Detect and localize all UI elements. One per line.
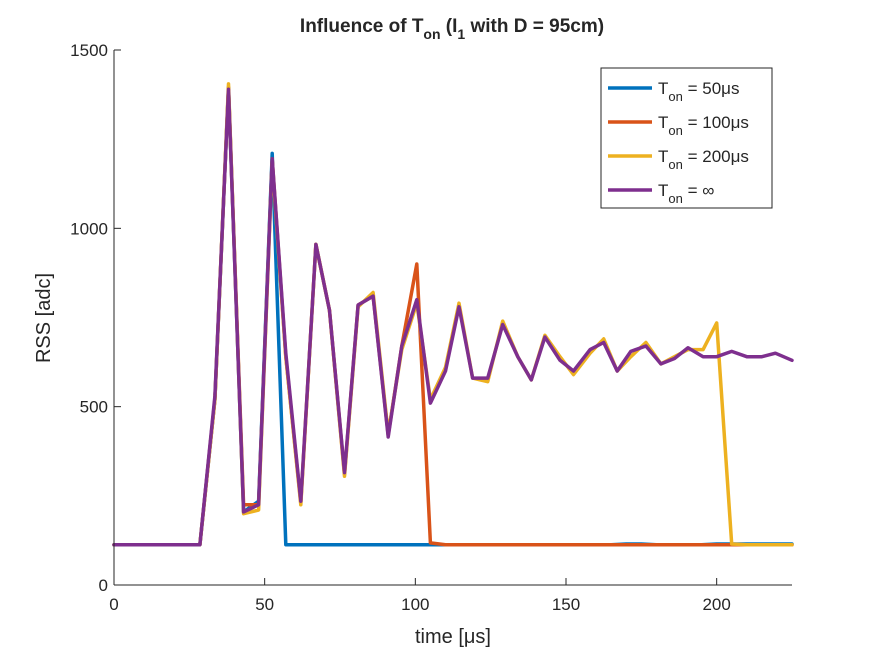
legend-box <box>600 67 773 209</box>
x-tick-label: 50 <box>255 595 274 614</box>
legend-label-3: Ton = 200μs <box>658 147 749 172</box>
axes-layer <box>113 50 792 586</box>
y-tick-label: 500 <box>80 398 108 417</box>
chart-title: Influence of Ton (I1 with D = 95cm) <box>300 16 604 42</box>
x-tick-label: 100 <box>401 595 429 614</box>
legend-label-1: Ton = 50μs <box>658 79 739 104</box>
y-tick-label: 1500 <box>70 41 108 60</box>
y-tick-label: 0 <box>99 576 108 595</box>
legend-label-4: Ton = ∞ <box>658 181 714 206</box>
x-tick-label: 150 <box>552 595 580 614</box>
legend-label-2: Ton = 100μs <box>658 113 749 138</box>
series-line-4 <box>112 87 794 547</box>
y-ticks: 0 500 1000 1500 <box>70 41 121 595</box>
x-tick-label: 200 <box>702 595 730 614</box>
x-axis-label: time [μs] <box>415 626 491 648</box>
x-tick-label: 0 <box>109 595 118 614</box>
legend: Ton = 50μs Ton = 100μs Ton = 200μs Ton = ∞ <box>600 67 773 209</box>
y-tick-label: 1000 <box>70 219 108 238</box>
series-layer <box>112 82 794 547</box>
y-axis-label: RSS [adc] <box>33 273 55 363</box>
x-ticks: 0 50 100 150 200 <box>109 578 731 614</box>
